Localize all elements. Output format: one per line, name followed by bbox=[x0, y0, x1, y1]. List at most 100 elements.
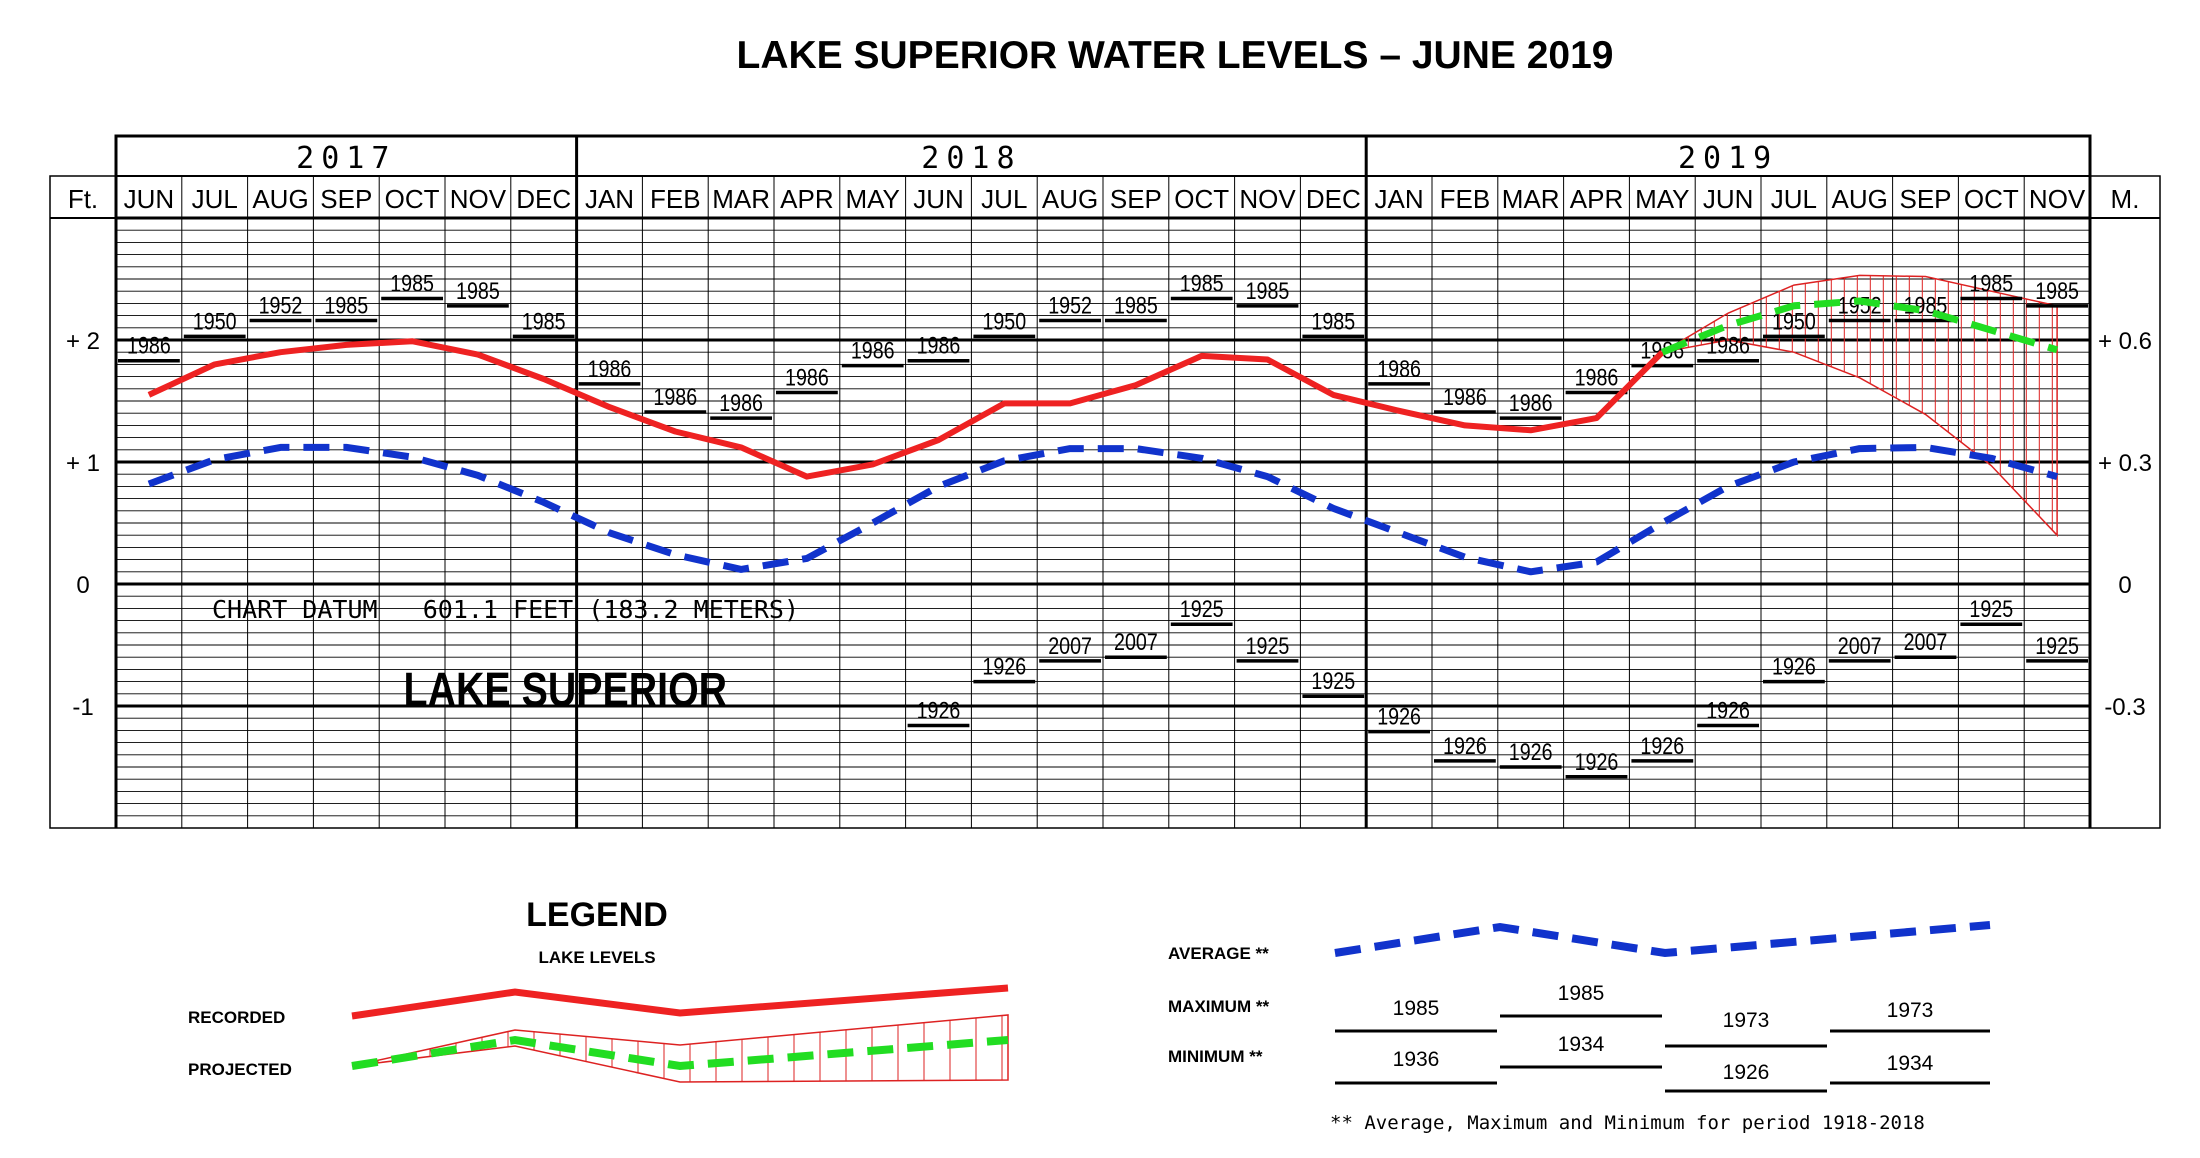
record-max-year: 1952 bbox=[1048, 292, 1092, 319]
record-max-year: 1986 bbox=[785, 364, 829, 391]
series-average-line bbox=[147, 443, 2059, 576]
record-min-year: 1926 bbox=[1377, 703, 1421, 730]
month-label: AUG bbox=[1042, 184, 1098, 214]
record-min-year: 1925 bbox=[1969, 595, 2013, 622]
left-tick-label: -1 bbox=[72, 694, 93, 721]
chart-title: LAKE SUPERIOR WATER LEVELS – JUNE 2019 bbox=[737, 34, 1614, 77]
record-max-year: 1985 bbox=[1311, 307, 1355, 334]
right-axis-unit: M. bbox=[2111, 184, 2140, 214]
record-min-year: 1926 bbox=[1772, 653, 1816, 680]
month-label: FEB bbox=[1440, 184, 1491, 214]
legend-footnote: ** Average, Maximum and Minimum for peri… bbox=[1330, 1112, 1925, 1134]
record-max-year: 1986 bbox=[719, 389, 763, 416]
record-max-year: 1986 bbox=[588, 355, 632, 382]
left-tick-label: + 2 bbox=[66, 328, 100, 355]
record-max-year: 1985 bbox=[390, 270, 434, 297]
record-min-year: 1925 bbox=[2035, 632, 2079, 659]
month-label: APR bbox=[1570, 184, 1623, 214]
record-min-year: 1926 bbox=[1575, 748, 1619, 775]
projected-range bbox=[1661, 274, 2058, 538]
legend-recorded-swatch bbox=[351, 984, 1009, 1020]
month-label: JUN bbox=[124, 184, 175, 214]
record-min-year: 2007 bbox=[1048, 632, 1092, 659]
month-label: JUN bbox=[1703, 184, 1754, 214]
record-max-year: 1985 bbox=[1969, 270, 2013, 297]
legend-min-year: 1926 bbox=[1723, 1061, 1770, 1084]
legend-max-year: 1985 bbox=[1393, 997, 1440, 1020]
legend-heading: LEGEND bbox=[526, 896, 668, 934]
record-max-year: 1986 bbox=[917, 332, 961, 359]
month-label: MAY bbox=[1635, 184, 1689, 214]
legend-recorded-label: RECORDED bbox=[188, 1008, 285, 1027]
record-max-year: 1986 bbox=[653, 383, 697, 410]
legend-average-label: AVERAGE ** bbox=[1168, 944, 1269, 963]
record-min-year: 2007 bbox=[1838, 632, 1882, 659]
year-label: 2017 bbox=[296, 141, 396, 176]
legend-extremes-table: 1985 1936 1985 1934 1973 1926 1973 1934 bbox=[1334, 921, 1991, 1093]
record-min-year: 1925 bbox=[1180, 595, 1224, 622]
record-max-year: 1950 bbox=[982, 307, 1026, 334]
record-max-year: 1985 bbox=[456, 277, 500, 304]
chart-datum-label: CHART DATUM 601.1 FEET (183.2 METERS) bbox=[212, 595, 799, 624]
month-label: JUL bbox=[981, 184, 1027, 214]
legend-projected-label: PROJECTED bbox=[188, 1060, 292, 1079]
legend-min-year: 1934 bbox=[1887, 1052, 1934, 1075]
legend-projected-swatch bbox=[351, 1035, 1009, 1071]
record-min-year: 1926 bbox=[1509, 738, 1553, 765]
right-tick-label: -0.3 bbox=[2104, 694, 2145, 721]
series-recorded-line bbox=[147, 338, 1665, 480]
series-lines bbox=[147, 297, 2059, 576]
record-max-year: 1950 bbox=[193, 307, 237, 334]
month-label: JUN bbox=[913, 184, 964, 214]
record-min-year: 1925 bbox=[1311, 667, 1355, 694]
record-max-year: 1985 bbox=[522, 307, 566, 334]
record-max-year: 1986 bbox=[1575, 364, 1619, 391]
series-projected-line bbox=[1660, 297, 2059, 356]
right-tick-label: + 0.6 bbox=[2098, 328, 2152, 355]
legend-minimum-label: MINIMUM ** bbox=[1168, 1047, 1263, 1066]
record-markers: 1986 1950 1952 1985 1985 1985 1985 1986 1986 1986… bbox=[118, 270, 2088, 779]
legend-min-year: 1936 bbox=[1393, 1048, 1440, 1071]
left-tick-label: + 1 bbox=[66, 450, 100, 477]
record-min-year: 1926 bbox=[1443, 732, 1487, 759]
record-max-year: 1986 bbox=[851, 337, 895, 364]
left-axis-unit: Ft. bbox=[68, 184, 98, 214]
month-label: OCT bbox=[1174, 184, 1229, 214]
month-label: FEB bbox=[650, 184, 701, 214]
legend: LEGEND LAKE LEVELS RECORDED PROJECTED AV… bbox=[188, 896, 1991, 1134]
record-min-year: 2007 bbox=[1904, 628, 1948, 655]
record-max-year: 1986 bbox=[1443, 383, 1487, 410]
month-label: SEP bbox=[1110, 184, 1162, 214]
legend-maximum-label: MAXIMUM ** bbox=[1168, 997, 1269, 1016]
year-label: 2019 bbox=[1678, 141, 1778, 176]
record-max-year: 1986 bbox=[1377, 355, 1421, 382]
right-tick-label: + 0.3 bbox=[2098, 450, 2152, 477]
month-label: MAR bbox=[712, 184, 770, 214]
month-label: MAY bbox=[845, 184, 899, 214]
legend-range-outline bbox=[351, 1014, 1009, 1083]
record-min-year: 1926 bbox=[982, 653, 1026, 680]
record-min-year: 2007 bbox=[1114, 628, 1158, 655]
record-min-year: 1925 bbox=[1246, 632, 1290, 659]
record-max-year: 1986 bbox=[127, 332, 171, 359]
right-tick-label: 0 bbox=[2118, 572, 2131, 599]
legend-max-year: 1973 bbox=[1887, 999, 1934, 1022]
month-label: DEC bbox=[516, 184, 571, 214]
legend-max-year: 1973 bbox=[1723, 1009, 1770, 1032]
month-label: NOV bbox=[1239, 184, 1296, 214]
month-label: APR bbox=[780, 184, 833, 214]
record-max-year: 1985 bbox=[1246, 277, 1290, 304]
record-max-year: 1985 bbox=[2035, 277, 2079, 304]
month-label: AUG bbox=[252, 184, 308, 214]
legend-min-year: 1934 bbox=[1558, 1033, 1605, 1056]
month-label: SEP bbox=[320, 184, 372, 214]
record-min-year: 1926 bbox=[1706, 697, 1750, 724]
record-max-year: 1952 bbox=[259, 292, 303, 319]
month-label: AUG bbox=[1832, 184, 1888, 214]
year-label: 2018 bbox=[921, 141, 1021, 176]
month-label: SEP bbox=[1899, 184, 1951, 214]
lake-name-label: LAKE SUPERIOR bbox=[404, 663, 728, 717]
month-label: JAN bbox=[585, 184, 634, 214]
chart-grid bbox=[49, 134, 2161, 829]
